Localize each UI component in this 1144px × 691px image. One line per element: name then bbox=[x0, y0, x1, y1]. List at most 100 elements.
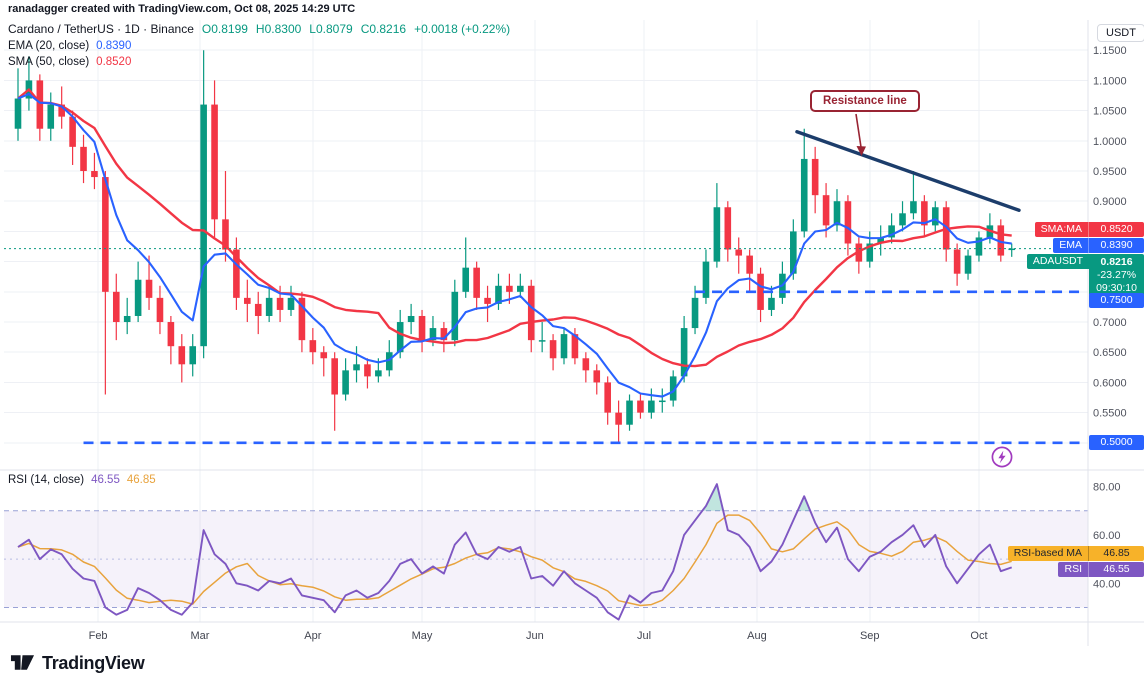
ema-legend-label: EMA (20, close) bbox=[8, 40, 90, 52]
ohlc-high: H0.8300 bbox=[255, 22, 302, 36]
candle-body bbox=[877, 237, 884, 244]
price-axis-label: 0.9000 bbox=[1093, 196, 1127, 208]
resistance-trendline[interactable] bbox=[795, 130, 1021, 212]
candle-body bbox=[69, 116, 76, 147]
rsi-axis-label: 60.00 bbox=[1093, 530, 1121, 542]
candle-body bbox=[888, 225, 895, 238]
candle-body bbox=[746, 255, 753, 274]
boost-lightning-icon[interactable] bbox=[990, 445, 1014, 469]
candle-body bbox=[582, 358, 590, 371]
callout-arrowhead bbox=[856, 146, 866, 156]
symbol-change-pct: -23.27% bbox=[1096, 269, 1137, 281]
header-credit: ranadagger created with TradingView.com,… bbox=[8, 3, 356, 15]
ohlc-close: C0.8216 bbox=[360, 22, 407, 36]
candle-body bbox=[58, 104, 65, 117]
candle-body bbox=[451, 291, 459, 341]
price-axis-label: 1.1000 bbox=[1093, 75, 1127, 87]
month-label: Apr bbox=[304, 630, 321, 642]
candle-body bbox=[768, 297, 775, 310]
rsi-line[interactable] bbox=[17, 483, 1013, 621]
candle-body bbox=[604, 382, 611, 413]
candle-body bbox=[342, 370, 349, 395]
candle-body bbox=[495, 285, 502, 304]
support-price-box-lower: 0.5000 bbox=[1089, 435, 1144, 450]
candle-body bbox=[385, 352, 393, 371]
chart-canvas[interactable]: 1.1500 1.1000 1.0500 1.0000 0.9500 0.9000 0.70… bbox=[0, 0, 1144, 650]
ema-price-tag: EMA 0.8390 bbox=[1053, 238, 1144, 253]
candle-body bbox=[134, 279, 142, 316]
candle-body bbox=[669, 376, 677, 401]
price-axis-label: 0.6000 bbox=[1093, 377, 1127, 389]
sma-price-tag-value: 0.8520 bbox=[1088, 222, 1144, 237]
symbol-price-tag-label: ADAUSDT bbox=[1026, 254, 1089, 269]
candle-body bbox=[549, 340, 557, 359]
price-axis-label: 0.7000 bbox=[1093, 317, 1127, 329]
candle-body bbox=[571, 334, 579, 359]
support-price-box-upper: 0.7500 bbox=[1089, 293, 1144, 308]
candle-body bbox=[440, 328, 448, 341]
candle-body bbox=[233, 249, 240, 298]
rsi-tag-value: 46.55 bbox=[1088, 562, 1144, 577]
candle-body bbox=[953, 249, 961, 274]
candle-body bbox=[921, 201, 928, 226]
candle-body bbox=[713, 207, 721, 262]
rsi-ma-tag: RSI-based MA 46.85 bbox=[1007, 546, 1144, 561]
candle-body bbox=[626, 400, 633, 425]
symbol-legend[interactable]: Cardano / TetherUS · 1D · Binance O0.819… bbox=[8, 22, 510, 36]
rsi-tag-label: RSI bbox=[1064, 563, 1082, 575]
rsi-axis-label: 80.00 bbox=[1093, 482, 1121, 494]
month-label: Jun bbox=[526, 630, 544, 642]
rsi-tag: RSI 46.55 bbox=[1058, 562, 1144, 577]
candle-body bbox=[527, 285, 535, 341]
candle-body bbox=[200, 104, 207, 347]
candle-body bbox=[615, 412, 622, 425]
price-axis-currency-badge[interactable]: USDT bbox=[1097, 24, 1144, 42]
candle-body bbox=[866, 243, 874, 262]
symbol-price-block: 0.8216 -23.27% 09:30:10 bbox=[1089, 254, 1144, 296]
sma-price-tag: SMA:MA 0.8520 bbox=[1034, 222, 1144, 237]
candle-body bbox=[844, 201, 852, 244]
candle-body bbox=[298, 297, 306, 341]
month-label: Feb bbox=[89, 630, 108, 642]
candle-body bbox=[211, 104, 218, 220]
rsi-band bbox=[4, 510, 1088, 608]
candle-body bbox=[80, 146, 87, 172]
sma-line[interactable] bbox=[17, 88, 1012, 368]
candle-body bbox=[680, 328, 688, 377]
symbol-title[interactable]: Cardano / TetherUS · 1D · Binance bbox=[8, 22, 194, 36]
rsi-ma-legend-value: 46.85 bbox=[126, 474, 156, 486]
sma-legend-value: 0.8520 bbox=[96, 56, 132, 68]
rsi-ma-tag-value: 46.85 bbox=[1088, 546, 1144, 561]
candle-body bbox=[36, 80, 44, 129]
rsi-axis-label: 40.00 bbox=[1093, 578, 1121, 590]
candle-body bbox=[931, 207, 939, 226]
rsi-legend-value: 46.55 bbox=[91, 474, 120, 486]
candle-body bbox=[178, 346, 186, 365]
tradingview-wordmark: TradingView bbox=[42, 652, 145, 673]
month-label: Oct bbox=[970, 630, 987, 642]
resistance-line-callout[interactable]: Resistance line bbox=[810, 90, 920, 112]
candle-body bbox=[757, 273, 764, 310]
candle-body bbox=[593, 370, 601, 383]
tradingview-logomark bbox=[10, 655, 35, 670]
candle-body bbox=[538, 340, 546, 342]
ema-line[interactable] bbox=[17, 92, 1012, 398]
sma-legend[interactable]: SMA (50, close) 0.8520 bbox=[8, 56, 131, 68]
candle-body bbox=[560, 334, 568, 359]
bar-countdown: 09:30:10 bbox=[1096, 282, 1137, 294]
candle-body bbox=[189, 346, 197, 365]
price-axis-label: 1.1500 bbox=[1093, 45, 1127, 57]
candle-body bbox=[910, 201, 917, 214]
tradingview-footer-logo[interactable]: TradingView bbox=[10, 652, 145, 674]
candle-body bbox=[396, 322, 404, 353]
candle-body bbox=[156, 297, 164, 323]
ema-legend[interactable]: EMA (20, close) 0.8390 bbox=[8, 40, 131, 52]
candle-body bbox=[14, 98, 22, 129]
rsi-overbought-fill bbox=[797, 496, 811, 511]
candle-body bbox=[320, 352, 328, 359]
candle-body bbox=[691, 297, 699, 329]
candle-body bbox=[964, 255, 972, 274]
candle-body bbox=[331, 358, 338, 395]
rsi-legend[interactable]: RSI (14, close) 46.55 46.85 bbox=[8, 474, 156, 486]
